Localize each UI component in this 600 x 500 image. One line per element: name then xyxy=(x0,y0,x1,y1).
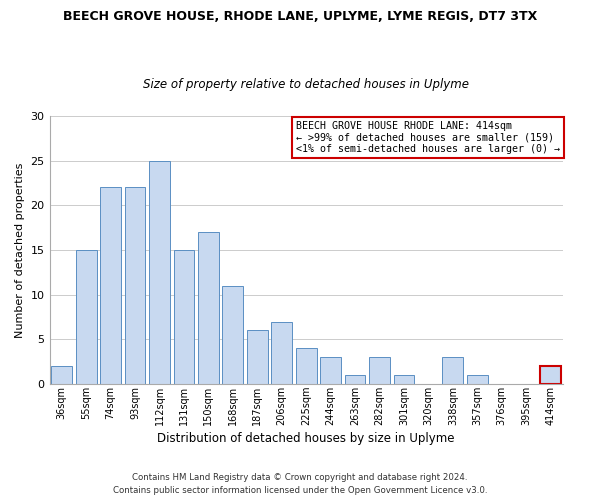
Bar xyxy=(394,375,415,384)
Bar xyxy=(247,330,268,384)
Bar xyxy=(320,358,341,384)
Bar xyxy=(467,375,488,384)
Y-axis label: Number of detached properties: Number of detached properties xyxy=(15,162,25,338)
Bar xyxy=(369,358,390,384)
Bar xyxy=(540,366,561,384)
Bar xyxy=(344,375,365,384)
Bar xyxy=(52,366,72,384)
Bar xyxy=(296,348,317,384)
Bar xyxy=(149,160,170,384)
Text: Contains HM Land Registry data © Crown copyright and database right 2024.
Contai: Contains HM Land Registry data © Crown c… xyxy=(113,474,487,495)
Bar xyxy=(125,188,145,384)
Bar xyxy=(76,250,97,384)
Text: BEECH GROVE HOUSE, RHODE LANE, UPLYME, LYME REGIS, DT7 3TX: BEECH GROVE HOUSE, RHODE LANE, UPLYME, L… xyxy=(63,10,537,23)
X-axis label: Distribution of detached houses by size in Uplyme: Distribution of detached houses by size … xyxy=(157,432,455,445)
Bar xyxy=(271,322,292,384)
Text: BEECH GROVE HOUSE RHODE LANE: 414sqm
← >99% of detached houses are smaller (159): BEECH GROVE HOUSE RHODE LANE: 414sqm ← >… xyxy=(296,121,560,154)
Title: Size of property relative to detached houses in Uplyme: Size of property relative to detached ho… xyxy=(143,78,469,91)
Bar xyxy=(223,286,243,384)
Bar xyxy=(173,250,194,384)
Bar xyxy=(100,188,121,384)
Bar xyxy=(442,358,463,384)
Bar xyxy=(198,232,219,384)
